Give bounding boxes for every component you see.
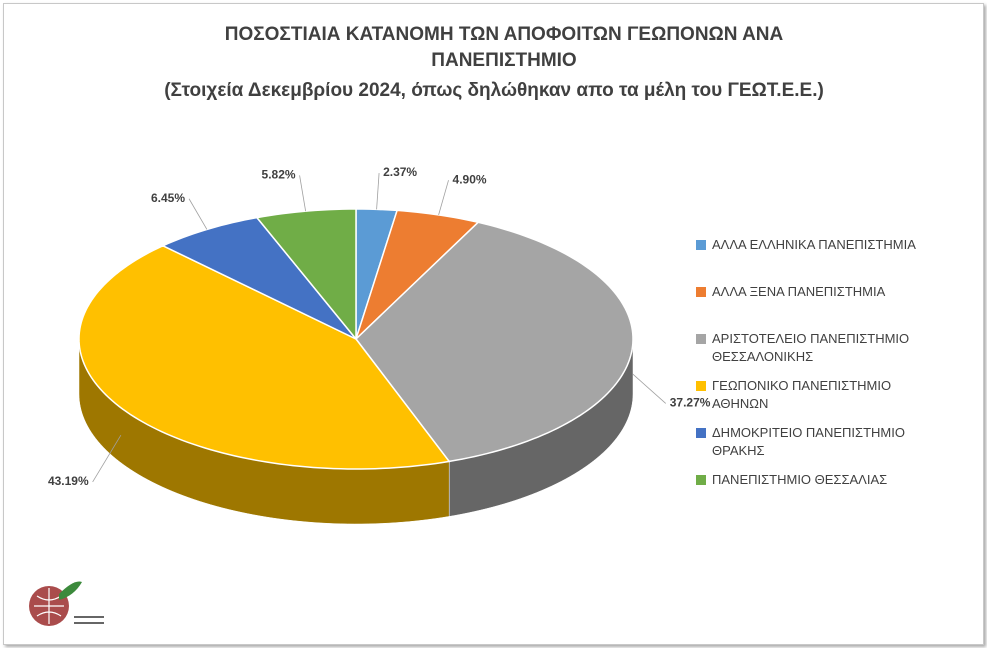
leader-line [92, 435, 122, 483]
pie-chart: 2.37% 4.90% 37.27% 43.19% 6.45% 5.82% [29, 165, 711, 626]
leader-line [299, 175, 307, 212]
legend-item: ΓΕΩΠΟΝΙΚΟ ΠΑΝΕΠΙΣΤΗΜΙΟ ΑΘΗΝΩΝ [696, 377, 936, 424]
chart-frame: 2.37% 4.90% 37.27% 43.19% 6.45% 5.82% ΠΟΣΟΣΤΙ… [3, 3, 984, 645]
data-label: 5.82% [262, 168, 296, 182]
legend-swatch [696, 334, 706, 344]
leader-line [438, 180, 449, 216]
chart-title: ΠΟΣΟΣΤΙΑΙΑ ΚΑΤΑΝΟΜΗ ΤΩΝ ΑΠΟΦΟΙΤΩΝ ΓΕΩΠΟΝ… [224, 24, 784, 71]
data-label: 6.45% [151, 191, 185, 205]
legend-item: ΑΛΛΑ ΞΕΝΑ ΠΑΝΕΠΙΣΤΗΜΙΑ [696, 283, 936, 330]
legend-label: ΑΛΛΑ ΞΕΝΑ ΠΑΝΕΠΙΣΤΗΜΙΑ [712, 284, 886, 299]
data-label: 2.37% [383, 165, 417, 179]
slice [255, 208, 357, 342]
legend-swatch [696, 287, 706, 297]
legend: ΑΛΛΑ ΕΛΛΗΝΙΚΑ ΠΑΝΕΠΙΣΤΗΜΙΑ ΑΛΛΑ ΞΕΝΑ ΠΑΝΕ… [696, 236, 936, 518]
leader-line [188, 198, 208, 230]
slice [161, 216, 357, 340]
data-label: 4.90% [453, 172, 487, 186]
slice [78, 244, 451, 470]
legend-item: ΑΛΛΑ ΕΛΛΗΝΙΚΑ ΠΑΝΕΠΙΣΤΗΜΙΑ [696, 236, 936, 283]
chart-subtitle: (Στοιχεία Δεκεμβρίου 2024, όπως δηλώθηκα… [164, 80, 824, 101]
slice [355, 209, 480, 340]
legend-item: ΠΑΝΕΠΙΣΤΗΜΙΟ ΘΕΣΣΑΛΙΑΣ [696, 471, 936, 518]
legend-label: ΔΗΜΟΚΡΙΤΕΙΟ ΠΑΝΕΠΙΣΤΗΜΙΟ ΘΡΑΚΗΣ [712, 425, 905, 458]
legend-swatch [696, 381, 706, 391]
slice [354, 221, 634, 463]
logo [29, 581, 104, 626]
legend-label: ΑΛΛΑ ΕΛΛΗΝΙΚΑ ΠΑΝΕΠΙΣΤΗΜΙΑ [712, 237, 916, 252]
data-label: 43.19% [48, 474, 89, 488]
legend-item: ΑΡΙΣΤΟΤΕΛΕΙΟ ΠΑΝΕΠΙΣΤΗΜΙΟ ΘΕΣΣΑΛΟΝΙΚΗΣ [696, 330, 936, 377]
legend-label: ΓΕΩΠΟΝΙΚΟ ΠΑΝΕΠΙΣΤΗΜΙΟ ΑΘΗΝΩΝ [712, 378, 892, 411]
leader-line [376, 173, 380, 210]
legend-label: ΠΑΝΕΠΙΣΤΗΜΙΟ ΘΕΣΣΑΛΙΑΣ [712, 472, 888, 487]
legend-item: ΔΗΜΟΚΡΙΤΕΙΟ ΠΑΝΕΠΙΣΤΗΜΙΟ ΘΡΑΚΗΣ [696, 424, 936, 471]
data-label: 37.27% [670, 396, 711, 410]
legend-label: ΑΡΙΣΤΟΤΕΛΕΙΟ ΠΑΝΕΠΙΣΤΗΜΙΟ ΘΕΣΣΑΛΟΝΙΚΗΣ [712, 331, 910, 364]
legend-swatch [696, 475, 706, 485]
legend-swatch [696, 428, 706, 438]
legend-swatch [696, 240, 706, 250]
leader-line [632, 373, 667, 404]
